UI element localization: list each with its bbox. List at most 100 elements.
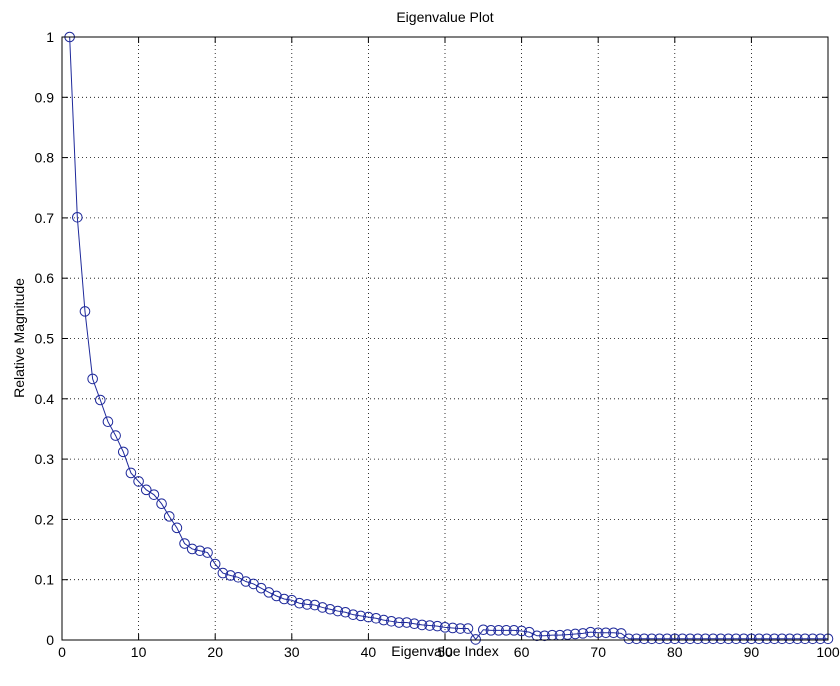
data-point	[432, 620, 443, 632]
y-tick-label: 0.8	[35, 150, 55, 166]
data-point	[462, 623, 474, 634]
data-point	[202, 547, 213, 558]
x-tick-label: 10	[131, 644, 147, 660]
data-point	[730, 633, 742, 645]
data-point	[148, 489, 160, 500]
data-point	[485, 625, 497, 636]
x-tick-label: 100	[816, 644, 840, 660]
data-point	[217, 567, 229, 579]
x-tick-label: 30	[284, 644, 300, 660]
y-tick-label: 0.5	[35, 331, 55, 347]
data-point	[539, 630, 550, 642]
data-point	[493, 625, 504, 636]
data-point	[738, 633, 750, 645]
data-point	[370, 612, 382, 624]
data-point	[753, 633, 765, 645]
data-point	[508, 625, 520, 636]
data-point	[278, 593, 290, 605]
data-point	[72, 211, 83, 223]
plot-frame	[61, 36, 829, 641]
data-point	[746, 633, 757, 645]
data-point	[179, 538, 190, 549]
data-point	[110, 430, 121, 441]
y-tick-label: 0	[46, 632, 54, 648]
x-tick-label: 80	[667, 644, 683, 660]
data-point	[340, 606, 351, 618]
y-tick-label: 0.3	[35, 451, 55, 467]
data-point	[301, 599, 313, 610]
data-point	[332, 605, 344, 617]
data-point	[615, 628, 627, 639]
data-point	[792, 633, 803, 645]
chart-title: Eigenvalue Plot	[396, 9, 493, 25]
data-point	[140, 484, 152, 496]
y-tick-label: 1	[46, 29, 54, 45]
x-tick-label: 90	[744, 644, 760, 660]
data-point	[623, 633, 635, 645]
tick-labels: 0 10 20 30 40 50 60 70 80 90 100 0 0.1 0.2 0.3 0.4 0.5 0.…	[35, 29, 840, 660]
data-point	[309, 599, 321, 611]
data-point	[531, 630, 543, 642]
data-point	[631, 633, 642, 645]
data-point	[478, 624, 489, 636]
data-point	[386, 616, 397, 627]
data-point	[393, 617, 405, 628]
data-point	[409, 618, 420, 630]
data-point	[439, 622, 451, 633]
data-point	[638, 633, 650, 645]
data-point	[95, 394, 106, 406]
data-point	[569, 628, 581, 640]
data-point	[324, 603, 336, 615]
data-point	[271, 590, 282, 602]
data-point	[225, 570, 236, 581]
x-tick-label: 40	[361, 644, 377, 660]
grid-lines	[62, 37, 828, 640]
data-point	[669, 633, 681, 645]
data-point	[723, 633, 734, 645]
data-point	[416, 619, 428, 631]
data-series	[64, 31, 834, 645]
x-tick-label: 0	[58, 644, 66, 660]
data-point	[715, 633, 727, 645]
data-point	[815, 633, 826, 645]
data-point	[692, 633, 704, 645]
data-point	[577, 628, 589, 639]
data-point	[654, 633, 665, 645]
data-point	[401, 617, 413, 628]
data-point	[79, 306, 91, 317]
data-point	[240, 576, 252, 587]
data-point	[355, 610, 367, 622]
data-point	[776, 633, 788, 645]
data-point	[171, 522, 183, 534]
data-point	[799, 633, 811, 645]
series-line	[69, 36, 828, 641]
data-point	[294, 597, 305, 609]
data-point	[516, 625, 527, 637]
data-point	[600, 627, 612, 639]
y-axis-title: Relative Magnitude	[11, 278, 27, 398]
data-point	[592, 627, 604, 639]
data-point	[562, 629, 573, 640]
data-point	[608, 627, 619, 639]
data-point	[677, 633, 688, 645]
data-point	[163, 511, 175, 522]
data-point	[769, 633, 780, 645]
data-point	[807, 633, 818, 645]
y-tick-label: 0.1	[35, 572, 55, 588]
data-point	[761, 633, 773, 645]
data-point	[87, 373, 98, 385]
y-tick-label: 0.4	[35, 391, 55, 407]
data-point	[378, 614, 390, 626]
data-point	[784, 633, 796, 645]
y-tick-label: 0.7	[35, 210, 55, 226]
data-point	[125, 467, 137, 479]
y-tick-label: 0.6	[35, 270, 55, 286]
x-tick-label: 60	[514, 644, 530, 660]
data-point	[646, 633, 658, 645]
x-tick-label: 50	[437, 644, 453, 660]
data-point	[317, 602, 328, 613]
data-point	[700, 633, 711, 645]
data-point	[424, 620, 435, 631]
data-point	[661, 633, 673, 645]
